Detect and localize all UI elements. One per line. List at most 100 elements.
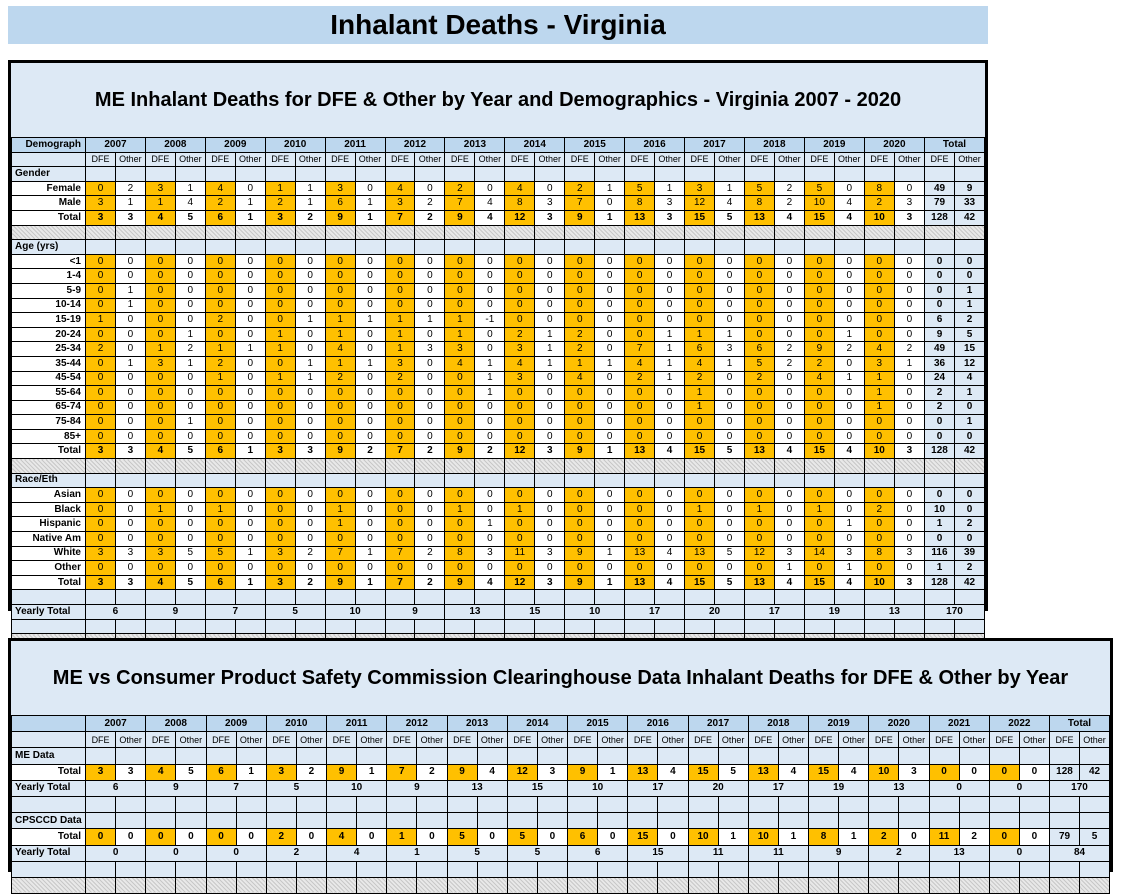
dfe-cell: 0 bbox=[743, 487, 775, 503]
dfe-cell: 11 bbox=[928, 828, 960, 846]
other-cell: 5 bbox=[714, 574, 745, 591]
dfe-cell: 12 bbox=[743, 545, 775, 562]
dfe-cell: 0 bbox=[384, 399, 416, 416]
total-dfe-cell: 0 bbox=[924, 414, 955, 430]
section-cell bbox=[893, 472, 926, 489]
dfe-cell: 3 bbox=[85, 574, 116, 591]
dfe-cell: 3 bbox=[264, 209, 296, 226]
section-cell bbox=[777, 812, 810, 830]
total-row: Total 0 0 0 0 0 0 2 0 4 0 1 0 5 0 5 0 6 0 15 0 10 1 10 1 8 1 2 0 11 2 0… bbox=[11, 828, 1110, 846]
spacer-cell bbox=[234, 589, 266, 605]
dfe-cell: 0 bbox=[85, 180, 116, 197]
other-cell: 2 bbox=[773, 195, 805, 211]
data-row: 10-14 0 1 0 0 0 0 0 0 0 0 0 0 0 0 0 0 0 0 0 0 0 0 0 0 0 0 0 0 0 1 bbox=[11, 297, 985, 314]
other-cell: 0 bbox=[294, 282, 326, 299]
other-cell: 1 bbox=[838, 828, 870, 846]
dfe-cell: 9 bbox=[564, 574, 596, 591]
other-cell: 0 bbox=[534, 414, 566, 430]
subheader-other: Other bbox=[295, 731, 328, 749]
other-cell: 0 bbox=[294, 531, 326, 547]
spacer-cell bbox=[204, 589, 236, 605]
hatched-cell bbox=[264, 224, 296, 241]
other-cell: 0 bbox=[654, 399, 686, 416]
dfe-cell: 0 bbox=[564, 385, 596, 401]
subheader-dfe: DFE bbox=[264, 151, 296, 168]
dfe-cell: 3 bbox=[144, 355, 176, 372]
spacer-cell bbox=[295, 795, 328, 814]
other-cell: 0 bbox=[714, 516, 745, 533]
dfe-cell: 9 bbox=[324, 443, 356, 460]
section-cell bbox=[1079, 812, 1110, 830]
section-cell bbox=[838, 812, 870, 830]
total-dfe-cell: 79 bbox=[1049, 828, 1080, 846]
other-cell: 1 bbox=[474, 355, 506, 372]
dfe-cell: 0 bbox=[324, 268, 356, 284]
spacer-cell bbox=[174, 589, 206, 605]
yearly-total-cell: 13 bbox=[868, 779, 930, 797]
dfe-cell: 0 bbox=[264, 414, 296, 430]
section-cell bbox=[476, 812, 508, 830]
other-cell: 0 bbox=[773, 282, 805, 299]
spacer-cell bbox=[597, 795, 629, 814]
other-cell: 0 bbox=[654, 560, 686, 576]
hatched-cell bbox=[954, 458, 985, 474]
section-cell bbox=[354, 472, 386, 489]
section-label: Age (yrs) bbox=[11, 239, 86, 255]
other-cell: 5 bbox=[174, 209, 206, 226]
year-header: 2013 bbox=[444, 137, 506, 153]
dfe-cell: 0 bbox=[384, 560, 416, 576]
dfe-cell: 0 bbox=[863, 268, 895, 284]
data-row: Hispanic 0 0 0 0 0 0 0 0 1 0 0 0 0 1 0 0 0 0 0 0 0 0 0 0 0 1 0 0 1 2 bbox=[11, 516, 985, 533]
dfe-cell: 2 bbox=[384, 370, 416, 387]
section-cell bbox=[684, 166, 716, 182]
dfe-cell: 4 bbox=[803, 370, 835, 387]
section-cell bbox=[684, 472, 716, 489]
other-cell: 0 bbox=[234, 414, 266, 430]
dfe-cell: 0 bbox=[85, 355, 116, 372]
data-row: <1 0 0 0 0 0 0 0 0 0 0 0 0 0 0 0 0 0 0 0 0 0 0 0 0 0 0 0 0 0 0 bbox=[11, 253, 985, 270]
dfe-cell: 0 bbox=[504, 399, 536, 416]
spacer-cell bbox=[898, 860, 930, 878]
dfe-cell: 1 bbox=[264, 370, 296, 387]
hatched-cell bbox=[384, 224, 416, 241]
other-cell: 0 bbox=[174, 399, 206, 416]
hatched-cell bbox=[743, 458, 775, 474]
dfe-cell: 0 bbox=[743, 516, 775, 533]
dfe-cell: 12 bbox=[504, 209, 536, 226]
dfe-cell: 4 bbox=[144, 443, 176, 460]
spacer-cell bbox=[833, 618, 865, 635]
dfe-cell: 0 bbox=[264, 399, 296, 416]
year-header: 2007 bbox=[84, 714, 147, 733]
other-cell: 0 bbox=[354, 428, 386, 445]
spacer-cell bbox=[506, 795, 538, 814]
section-row: Age (yrs) bbox=[11, 239, 985, 255]
dfe-cell: 1 bbox=[504, 501, 536, 518]
spacer-cell bbox=[144, 618, 176, 635]
spacer-cell bbox=[324, 618, 356, 635]
other-cell: 0 bbox=[893, 282, 926, 299]
other-cell: 0 bbox=[833, 487, 865, 503]
section-cell bbox=[807, 812, 840, 830]
dfe-cell: 0 bbox=[444, 297, 476, 314]
hatched-cell bbox=[807, 876, 840, 894]
spacer-cell bbox=[743, 589, 775, 605]
yearly-total-cell: 13 bbox=[444, 604, 506, 620]
hatched-cell bbox=[1049, 876, 1080, 894]
hatched-spacer-row bbox=[11, 876, 1110, 894]
other-cell: 0 bbox=[174, 282, 206, 299]
spacer-cell bbox=[474, 618, 506, 635]
section-cell bbox=[1018, 812, 1051, 830]
dfe-cell: 0 bbox=[204, 282, 236, 299]
dfe-cell: 0 bbox=[624, 399, 656, 416]
dfe-cell: 12 bbox=[504, 574, 536, 591]
spacer-cell bbox=[898, 795, 930, 814]
subheader-dfe: DFE bbox=[684, 151, 716, 168]
other-cell: 2 bbox=[773, 341, 805, 357]
dfe-cell: 0 bbox=[144, 560, 176, 576]
subheader-dfe: DFE bbox=[863, 151, 895, 168]
dfe-cell: 0 bbox=[863, 414, 895, 430]
dfe-cell: 9 bbox=[324, 209, 356, 226]
other-cell: 0 bbox=[354, 385, 386, 401]
other-cell: 0 bbox=[594, 326, 626, 343]
comparison-panel: ME vs Consumer Product Safety Commission… bbox=[8, 638, 1113, 894]
